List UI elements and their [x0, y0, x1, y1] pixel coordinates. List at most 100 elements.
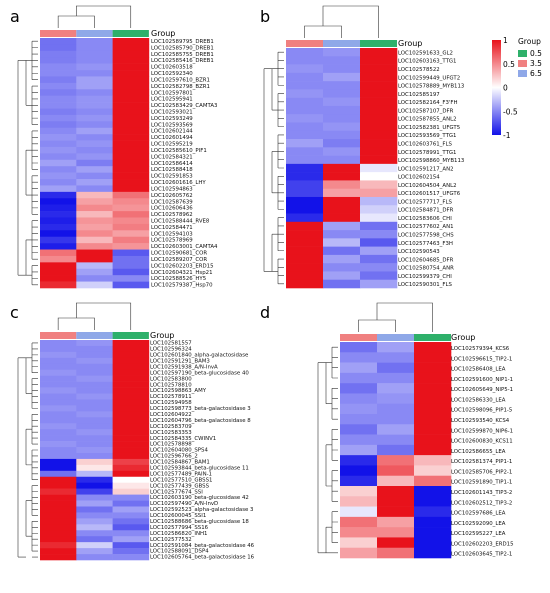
row-label: LOC102605649_NIP5-1	[451, 387, 513, 393]
heatmap-cell	[40, 470, 77, 478]
row-label: LOC102580754_ANR	[398, 266, 454, 272]
heatmap-cell	[360, 254, 398, 264]
heatmap-cell	[286, 114, 324, 123]
heatmap-cell	[40, 76, 77, 84]
legend-swatch	[518, 70, 527, 77]
heatmap-cell	[323, 213, 361, 223]
heatmap-cell	[40, 249, 77, 257]
heatmap-cell	[76, 38, 113, 45]
heatmap-cell	[112, 146, 150, 154]
heatmap-cell	[76, 159, 113, 167]
row-label: LOC102596766_2	[150, 454, 198, 460]
heatmap-cell	[360, 271, 398, 281]
heatmap-cell	[112, 236, 150, 244]
heatmap-cell	[286, 238, 324, 247]
heatmap-cell	[76, 108, 113, 116]
row-label: LOC102585706_PIP2-1	[451, 469, 512, 475]
heatmap-cell	[76, 50, 113, 58]
heatmap-cell	[323, 271, 361, 281]
heatmap-cell	[40, 452, 77, 460]
heatmap-cell	[286, 246, 324, 256]
row-label: LOC102597610_BZR1	[151, 77, 210, 83]
heatmap-cell	[40, 275, 77, 282]
heatmap-cell	[40, 166, 77, 173]
row-label: LOC102585610_PIF1	[151, 148, 207, 154]
heatmap-cell	[112, 70, 150, 77]
heatmap-cell	[40, 114, 77, 122]
heatmap-cell	[112, 134, 150, 141]
row-label: LOC102595941	[151, 97, 193, 103]
group-bar-cell	[323, 40, 360, 47]
heatmap-cell	[414, 516, 452, 528]
panel-letter: a	[10, 7, 20, 26]
row-label: LOC102601517_UFGT6	[398, 191, 461, 197]
row-label: LOC102585197	[398, 92, 440, 98]
row-label: LOC102604796_beta-galactosidase 8	[150, 418, 251, 424]
heatmap-cell	[40, 146, 77, 154]
heatmap-cell	[360, 56, 398, 65]
row-label: LOC102601143_TIP3-2	[451, 490, 512, 496]
heatmap-cell	[286, 155, 324, 165]
row-label: LOC102606436	[151, 206, 193, 212]
heatmap-cell	[76, 411, 113, 418]
heatmap-cell	[112, 417, 150, 424]
heatmap-cell	[76, 179, 113, 186]
heatmap-cell	[340, 444, 378, 456]
heatmap-cell	[40, 447, 77, 454]
heatmap-cell	[40, 127, 77, 135]
row-label: LOC102584867_BAM1	[150, 460, 210, 466]
heatmap-cell	[40, 89, 77, 96]
heatmap-cell	[76, 357, 113, 365]
heatmap-cell	[76, 417, 113, 424]
heatmap-cell	[112, 249, 150, 257]
heatmap-cell	[76, 423, 113, 430]
heatmap-cell	[286, 271, 324, 281]
row-label: LOC102602203_ERD15	[151, 263, 214, 269]
row-label: LOC102583709	[150, 424, 192, 430]
heatmap-cell	[286, 139, 324, 148]
row-label: LOC102587639	[151, 199, 193, 205]
heatmap-cell	[286, 163, 324, 173]
heatmap-cell	[377, 434, 415, 446]
heatmap-panel-b: b Group LOC102591633_GL2 LOC102603163_TTG1 L…	[260, 5, 464, 289]
heatmap-cell	[286, 81, 324, 90]
heatmap-cell	[40, 542, 77, 549]
heatmap-cell	[112, 102, 150, 109]
heatmap-cell	[76, 89, 113, 96]
row-label: LOC102577510_GBSS1	[150, 477, 212, 483]
heatmap-cell	[323, 81, 361, 90]
heatmap-cell	[323, 263, 361, 272]
heatmap-cell	[40, 381, 77, 388]
row-label: LOC102592523_alpha-galactosidase 3	[150, 507, 253, 513]
heatmap-cell	[112, 494, 150, 501]
row-label: LOC102583606_CHI	[398, 216, 452, 222]
row-label: LOC102586408_LEA	[451, 367, 506, 373]
heatmap-cell	[40, 63, 77, 71]
heatmap-cell	[112, 536, 150, 543]
row-label: LOC102584871_DFR	[398, 208, 454, 214]
heatmap-cell	[112, 38, 150, 45]
heatmap-cell	[286, 180, 324, 189]
row-label: LOC102598863_AMY	[150, 388, 207, 394]
heatmap-cell	[112, 159, 150, 167]
row-label: LOC102589207_COR	[151, 257, 207, 263]
heatmap-cell	[76, 114, 113, 122]
row-label: LOC102596324	[150, 347, 192, 353]
heatmap-cell	[40, 435, 77, 442]
row-label: LOC102591853	[151, 174, 193, 180]
heatmap-cell	[40, 494, 77, 501]
heatmap-cell	[40, 441, 77, 448]
heatmap-cell	[76, 548, 113, 555]
heatmap-cell	[76, 405, 113, 412]
heatmap-cell	[76, 166, 113, 173]
heatmap-cell	[40, 121, 77, 129]
heatmap-cell	[323, 114, 361, 123]
row-label: LOC102604321_Hsp21	[151, 270, 213, 276]
heatmap-cell	[112, 500, 150, 507]
heatmap-cell	[112, 363, 150, 371]
heatmap-cell	[414, 506, 452, 518]
legend-label: 0.5	[530, 49, 542, 58]
row-label: LOC102578810	[150, 382, 192, 388]
group-bar-label: Group	[398, 39, 422, 48]
heatmap-cell	[40, 44, 77, 52]
